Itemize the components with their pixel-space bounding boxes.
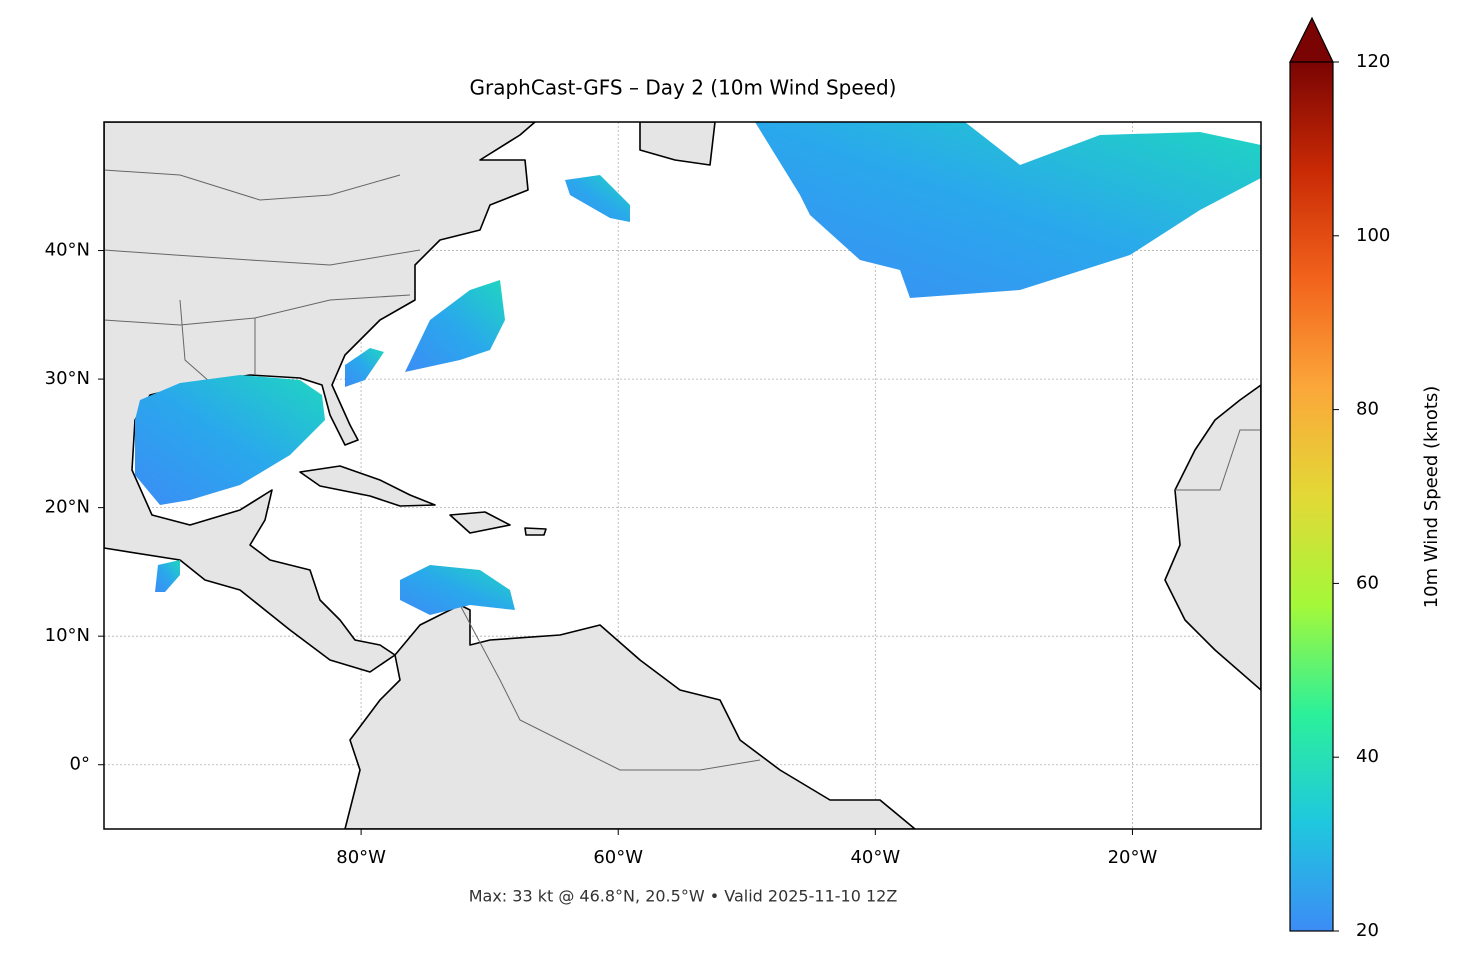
- colorbar-tick-label: 20: [1356, 920, 1379, 941]
- y-tick-label: 20°N: [45, 497, 90, 518]
- colorbar-label: 10m Wind Speed (knots): [1421, 386, 1442, 609]
- colorbar-tick-label: 40: [1356, 746, 1379, 767]
- state-borders: [104, 169, 401, 201]
- colorbar-tick-label: 120: [1356, 51, 1390, 72]
- hispaniola: [449, 511, 511, 534]
- africa: [1164, 384, 1261, 691]
- x-tick-label: 40°W: [850, 847, 900, 868]
- cuba: [299, 465, 436, 507]
- puerto-rico: [524, 527, 547, 536]
- chart-title: GraphCast-GFS – Day 2 (10m Wind Speed): [470, 76, 897, 100]
- colorbar-tick-label: 80: [1356, 399, 1379, 420]
- y-tick-label: 30°N: [45, 368, 90, 389]
- x-tick-label: 20°W: [1108, 847, 1158, 868]
- x-tick-label: 60°W: [593, 847, 643, 868]
- x-tick-label: 80°W: [336, 847, 386, 868]
- wind-patch-florida: [345, 348, 384, 387]
- country-borders: [459, 604, 761, 771]
- y-tick-label: 10°N: [45, 625, 90, 646]
- south-america: [344, 604, 916, 829]
- map-area: [104, 122, 1261, 829]
- wind-patch-pacific: [155, 560, 180, 592]
- y-tick-label: 0°: [70, 754, 90, 775]
- country-borders: [1175, 429, 1261, 491]
- state-borders: [179, 299, 211, 383]
- footnote: Max: 33 kt @ 46.8°N, 20.5°W • Valid 2025…: [469, 887, 898, 906]
- map-frame: [103, 121, 1262, 830]
- colorbar-extension: [1289, 16, 1334, 63]
- colorbar: [1289, 61, 1334, 932]
- state-borders: [104, 249, 421, 266]
- wind-patch-gulf: [135, 375, 325, 505]
- wind-patch-caribbean: [400, 565, 515, 615]
- y-tick-label: 40°N: [45, 240, 90, 261]
- colorbar-tick-label: 60: [1356, 572, 1379, 593]
- colorbar-tick-label: 100: [1356, 225, 1390, 246]
- wind-patch-atlantic: [405, 280, 505, 372]
- wind-patch-maritimes: [565, 175, 630, 222]
- newfoundland: [639, 122, 716, 166]
- wind-patch-north-atlantic: [755, 122, 1261, 298]
